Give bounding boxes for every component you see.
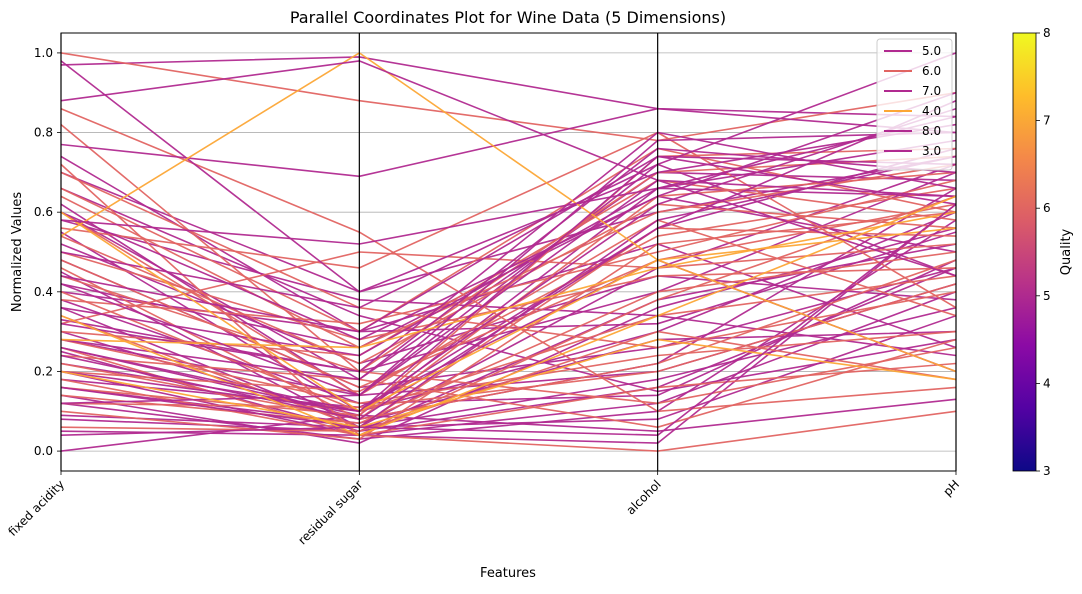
- colorbar-tick-label: 5: [1043, 289, 1051, 303]
- data-line: [61, 275, 956, 405]
- x-axis-label: Features: [480, 566, 536, 581]
- data-lines: [61, 52, 956, 452]
- data-line: [61, 56, 956, 118]
- data-line: [61, 52, 956, 309]
- data-line: [61, 338, 956, 429]
- legend-label: 5.0: [922, 44, 941, 58]
- data-line: [61, 155, 956, 333]
- colorbar-tick-label: 8: [1043, 26, 1051, 40]
- y-axis-ticks: 0.0 0.2 0.4 0.6 0.8 1.0: [34, 46, 61, 458]
- data-line: [61, 99, 956, 421]
- colorbar-tick-label: 6: [1043, 201, 1051, 215]
- data-line: [61, 131, 956, 309]
- data-line: [61, 187, 956, 393]
- data-line: [61, 52, 956, 142]
- plot-frame: [60, 32, 957, 472]
- legend: 5.0 6.0 7.0 4.0 8.0 3.0: [876, 38, 953, 171]
- y-tick-label: 0.2: [34, 364, 53, 378]
- legend-label: 4.0: [922, 104, 941, 118]
- data-line: [61, 195, 956, 437]
- data-line: [61, 52, 956, 373]
- data-line: [61, 330, 956, 405]
- colorbar-gradient: [1012, 32, 1037, 472]
- x-tick-label: pH: [940, 477, 962, 499]
- data-line: [61, 211, 956, 413]
- y-tick-label: 0.4: [34, 285, 53, 299]
- colorbar-tick-label: 4: [1043, 376, 1051, 390]
- data-line: [61, 275, 956, 413]
- data-line: [61, 338, 956, 429]
- y-tick-label: 0.6: [34, 205, 53, 219]
- x-axis-ticks: fixed acidity residual sugar alcohol pH: [5, 471, 962, 547]
- colorbar: 3 4 5 6 7 8 Quality: [1012, 26, 1074, 478]
- x-tick-label: residual sugar: [295, 477, 365, 547]
- data-line: [61, 155, 956, 413]
- data-line: [61, 291, 956, 437]
- colorbar-tick-label: 7: [1043, 114, 1051, 128]
- data-line: [61, 107, 956, 178]
- data-line: [61, 283, 956, 409]
- data-line: [61, 211, 956, 349]
- legend-label: 7.0: [922, 84, 941, 98]
- data-line: [61, 187, 956, 393]
- data-line: [61, 203, 956, 437]
- y-tick-label: 1.0: [34, 46, 53, 60]
- data-line: [61, 131, 956, 397]
- y-axis-label: Normalized Values: [10, 192, 25, 313]
- y-tick-label: 0.0: [34, 444, 53, 458]
- y-tick-label: 0.8: [34, 126, 53, 140]
- colorbar-label: Quality: [1059, 228, 1074, 275]
- x-tick-label: alcohol: [624, 477, 664, 517]
- data-line: [61, 60, 956, 277]
- legend-label: 8.0: [922, 124, 941, 138]
- data-line: [61, 267, 956, 433]
- data-line: [61, 203, 956, 444]
- data-line: [61, 115, 956, 245]
- data-line: [61, 107, 956, 413]
- colorbar-tick-label: 3: [1043, 464, 1051, 478]
- chart-title: Parallel Coordinates Plot for Wine Data …: [290, 8, 726, 27]
- legend-label: 3.0: [922, 144, 941, 158]
- x-tick-label: fixed acidity: [5, 477, 67, 539]
- legend-label: 6.0: [922, 64, 941, 78]
- data-line: [61, 60, 956, 293]
- data-line: [61, 330, 956, 433]
